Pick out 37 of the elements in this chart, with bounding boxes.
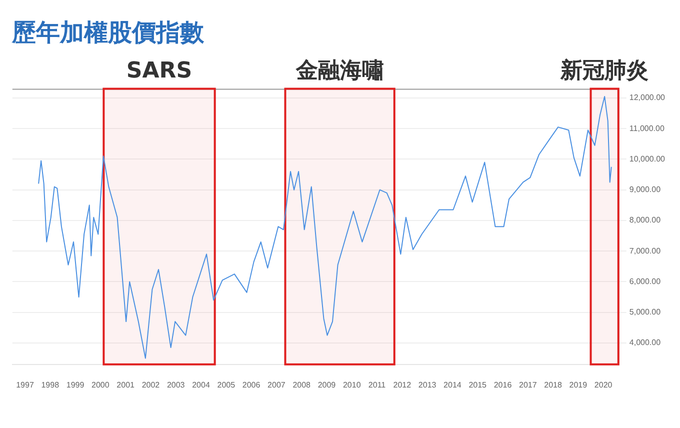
- chart-title: 歷年加權股價指數: [11, 18, 205, 47]
- x-tick-label: 1999: [66, 380, 85, 390]
- x-tick-label: 2000: [92, 380, 110, 390]
- x-tick-label: 2013: [418, 380, 437, 390]
- x-tick-label: 2007: [268, 380, 286, 390]
- x-tick-label: 2011: [368, 380, 386, 390]
- x-tick-label: 2008: [292, 380, 312, 390]
- y-tick-label: 5,000.00: [629, 308, 662, 317]
- x-tick-label: 1998: [41, 380, 60, 390]
- y-tick-label: 11,000.00: [629, 124, 665, 133]
- x-tick-label: 2017: [518, 380, 538, 390]
- band-label: 金融海嘯: [294, 58, 384, 84]
- x-tick-label: 2006: [242, 380, 261, 390]
- x-tick-label: 2019: [569, 380, 588, 390]
- y-tick-label: 8,000.00: [629, 216, 662, 225]
- x-tick-label: 2018: [544, 380, 562, 390]
- x-tick-label: 2002: [142, 380, 160, 390]
- y-tick-label: 7,000.00: [629, 246, 662, 256]
- x-tick-label: 2001: [116, 380, 136, 390]
- x-tick-label: 2010: [342, 380, 362, 390]
- y-tick-label: 6,000.00: [629, 276, 662, 286]
- band-label: 新冠肺炎: [560, 58, 649, 84]
- x-tick-label: 1997: [16, 380, 34, 390]
- x-tick-label: 2009: [318, 380, 336, 390]
- x-tick-label: 2012: [393, 380, 412, 390]
- x-tick-label: 2014: [444, 380, 462, 390]
- x-tick-label: 2003: [166, 380, 186, 390]
- y-tick-label: 9,000.00: [629, 185, 662, 194]
- band-label: SARS: [126, 58, 192, 84]
- y-tick-label: 4,000.00: [629, 338, 662, 348]
- x-tick-label: 2015: [468, 380, 488, 390]
- x-tick-label: 2020: [594, 380, 613, 390]
- x-tick-label: 2016: [494, 380, 512, 390]
- y-tick-label: 12,000.00: [629, 93, 666, 102]
- x-tick-label: 2004: [192, 380, 210, 390]
- x-tick-label: 2005: [217, 380, 236, 390]
- y-tick-label: 10,000.00: [629, 154, 666, 164]
